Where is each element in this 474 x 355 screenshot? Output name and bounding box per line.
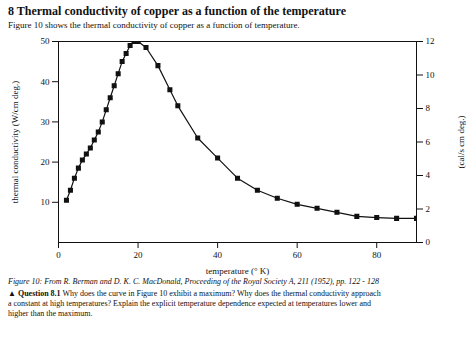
svg-text:40: 40 [41,77,51,87]
svg-text:(cal/s cm deg.): (cal/s cm deg.) [456,115,466,168]
svg-text:0: 0 [426,237,431,247]
svg-text:40: 40 [213,250,223,260]
svg-text:80: 80 [372,250,382,260]
svg-text:8: 8 [426,103,431,113]
html-text:8 Thermal conductivity of copp: 8 Thermal conductivity of copper as a fu… [8,4,346,18]
svg-text:2: 2 [426,204,431,214]
svg-text:10: 10 [41,197,51,207]
svg-text:50: 50 [41,36,51,46]
svg-text:temperature (° K): temperature (° K) [206,266,270,276]
html-text:Figure 10 shows the thermal co: Figure 10 shows the thermal conductivity… [8,20,300,30]
svg-text:12: 12 [426,36,435,46]
svg-text:60: 60 [293,250,303,260]
html-text:▲ Question 8.1 Why does the cu: ▲ Question 8.1 Why does the curve in Fig… [8,289,381,318]
svg-text:6: 6 [426,137,431,147]
svg-text:10: 10 [426,70,436,80]
svg-text:20: 20 [134,250,144,260]
svg-text:thermal conductivity (W/cm deg: thermal conductivity (W/cm deg.) [10,81,20,203]
html-text:Figure 10: From R. Berman and: Figure 10: From R. Berman and D. K. C. M… [8,277,379,286]
svg-text:30: 30 [41,117,51,127]
svg-text:0: 0 [56,250,61,260]
svg-text:20: 20 [41,157,51,167]
svg-text:4: 4 [426,170,431,180]
